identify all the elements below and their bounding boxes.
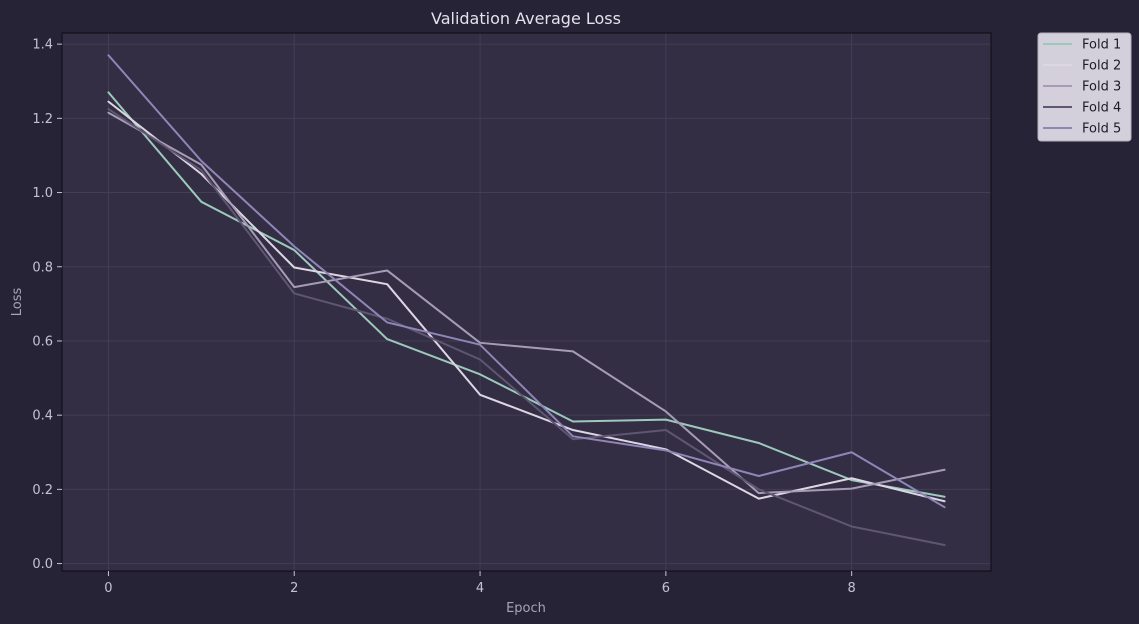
y-axis-label: Loss: [10, 288, 25, 317]
legend-label: Fold 4: [1082, 101, 1121, 116]
series-line-fold-5: [107, 54, 946, 509]
x-tick-label: 6: [662, 581, 670, 596]
x-axis-label: Epoch: [506, 601, 546, 616]
x-tick-label: 8: [848, 581, 856, 596]
y-tick-label: 0.2: [32, 483, 53, 498]
y-tick-label: 1.4: [32, 38, 53, 53]
legend-label: Fold 3: [1082, 80, 1121, 95]
y-tick-label: 1.2: [32, 112, 53, 127]
axis-ticks: 0 2 4 6 8 0.0 0.2 0.4 0.6 0.8 1.0 1.2 1.4: [32, 38, 855, 596]
series-line-fold-3: [107, 111, 946, 495]
chart-title: Validation Average Loss: [431, 9, 621, 28]
y-tick-label: 0.6: [32, 334, 53, 349]
series-line-fold-2: [107, 100, 946, 503]
y-tick-label: 0.0: [32, 557, 53, 572]
x-tick-label: 0: [104, 581, 112, 596]
legend-label: Fold 1: [1082, 38, 1121, 53]
x-tick-label: 4: [476, 581, 484, 596]
legend-entries: Fold 1 Fold 2 Fold 3 Fold 4 Fold 5: [1043, 38, 1121, 137]
y-tick-label: 1.0: [32, 186, 53, 201]
legend-label: Fold 5: [1082, 122, 1121, 137]
legend-box: [1037, 32, 1132, 142]
legend-label: Fold 2: [1082, 59, 1121, 74]
series-line-fold-4: [107, 108, 946, 547]
x-tick-label: 2: [290, 581, 298, 596]
plot-frame: [61, 32, 992, 572]
legend: Fold 1 Fold 2 Fold 3 Fold 4 Fold 5: [1037, 32, 1132, 142]
y-tick-label: 0.8: [32, 260, 53, 275]
series-lines: [107, 54, 946, 547]
y-tick-label: 0.4: [32, 409, 53, 424]
